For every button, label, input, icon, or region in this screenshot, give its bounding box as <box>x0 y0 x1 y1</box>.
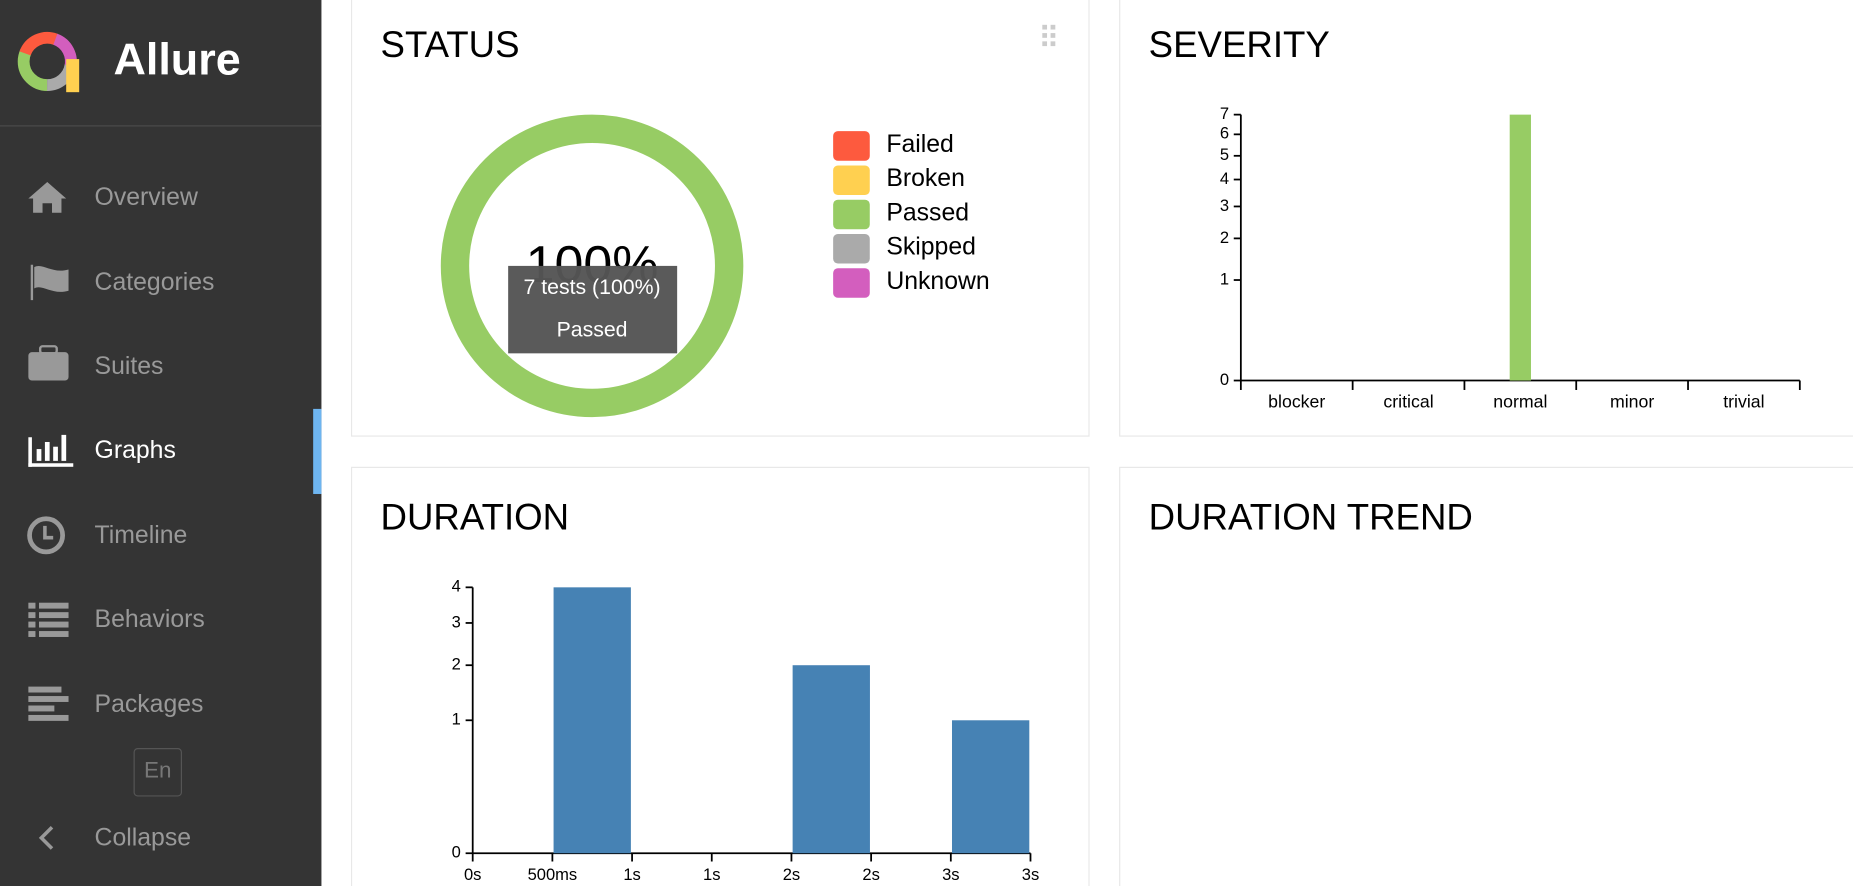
nav-item[interactable]: Suites <box>95 353 164 380</box>
nav-item[interactable]: Categories <box>95 269 215 296</box>
y-tick-label: 3 <box>452 612 461 631</box>
x-tick-label: 2s <box>783 865 800 884</box>
y-tick-label: 1 <box>452 710 461 729</box>
x-tick-label: 2s <box>862 865 879 884</box>
x-tick-label: 1s <box>703 865 720 884</box>
legend-label[interactable]: Unknown <box>886 268 989 295</box>
widget-title: DURATION TREND <box>1149 497 1473 538</box>
y-tick-label: 0 <box>1220 370 1229 389</box>
y-tick-label: 0 <box>452 843 461 862</box>
active-indicator <box>313 408 322 494</box>
widget <box>1119 466 1853 886</box>
x-tick-label: 0s <box>464 865 481 884</box>
tooltip <box>508 265 678 354</box>
donut-segment <box>440 114 744 418</box>
nav-item[interactable]: Packages <box>95 691 204 718</box>
widget-title: SEVERITY <box>1149 24 1330 65</box>
nav-icons <box>27 181 74 850</box>
bar <box>792 665 870 854</box>
bar <box>951 720 1030 854</box>
legend-swatch[interactable] <box>833 199 870 230</box>
x-tick-label: 1s <box>623 865 640 884</box>
widget <box>1119 0 1853 437</box>
widget-title: STATUS <box>381 24 520 65</box>
widget-title: DURATION <box>381 497 570 538</box>
legend-swatch[interactable] <box>833 165 870 195</box>
x-tick-label: minor <box>1610 392 1654 412</box>
x-tick-label: blocker <box>1268 392 1325 412</box>
y-tick-label: 2 <box>452 655 461 674</box>
language-label[interactable]: En <box>144 758 171 783</box>
y-tick-label: 1 <box>1220 269 1229 288</box>
sidebar <box>0 0 322 886</box>
y-tick-label: 2 <box>1220 228 1229 247</box>
drag-handle[interactable] <box>1042 24 1056 47</box>
bar <box>1509 114 1531 381</box>
nav-item[interactable]: Graphs <box>95 437 176 464</box>
y-tick-label: 6 <box>1220 124 1229 143</box>
tooltip-line: 7 tests (100%) <box>524 275 661 299</box>
x-tick-label: normal <box>1493 392 1547 412</box>
nav-item[interactable]: Overview <box>95 184 198 211</box>
x-tick-label: critical <box>1383 392 1433 412</box>
legend-label[interactable]: Skipped <box>886 234 976 261</box>
legend-label[interactable]: Failed <box>886 131 954 158</box>
y-tick-label: 7 <box>1220 104 1229 123</box>
logo <box>17 31 80 93</box>
legend-swatch[interactable] <box>833 131 870 161</box>
x-tick-label: 500ms <box>528 865 578 884</box>
collapse-label[interactable]: Collapse <box>95 825 191 852</box>
legend-swatch[interactable] <box>833 268 870 298</box>
bar <box>553 587 631 854</box>
x-tick-label: 3s <box>1022 865 1039 884</box>
tooltip-line: Passed <box>557 318 628 342</box>
legend-label[interactable]: Passed <box>886 199 969 226</box>
y-tick-label: 4 <box>1220 169 1229 188</box>
nav-item[interactable]: Behaviors <box>95 606 205 633</box>
legend-swatch[interactable] <box>833 233 870 264</box>
brand: Allure <box>113 33 240 84</box>
language-button[interactable] <box>133 748 182 797</box>
legend-label[interactable]: Broken <box>886 165 965 192</box>
y-tick-label: 4 <box>452 577 461 596</box>
x-tick-label: trivial <box>1723 392 1764 412</box>
y-tick-label: 3 <box>1220 196 1229 215</box>
nav-item[interactable]: Timeline <box>95 522 188 549</box>
y-tick-label: 5 <box>1220 145 1229 164</box>
x-tick-label: 3s <box>942 865 959 884</box>
